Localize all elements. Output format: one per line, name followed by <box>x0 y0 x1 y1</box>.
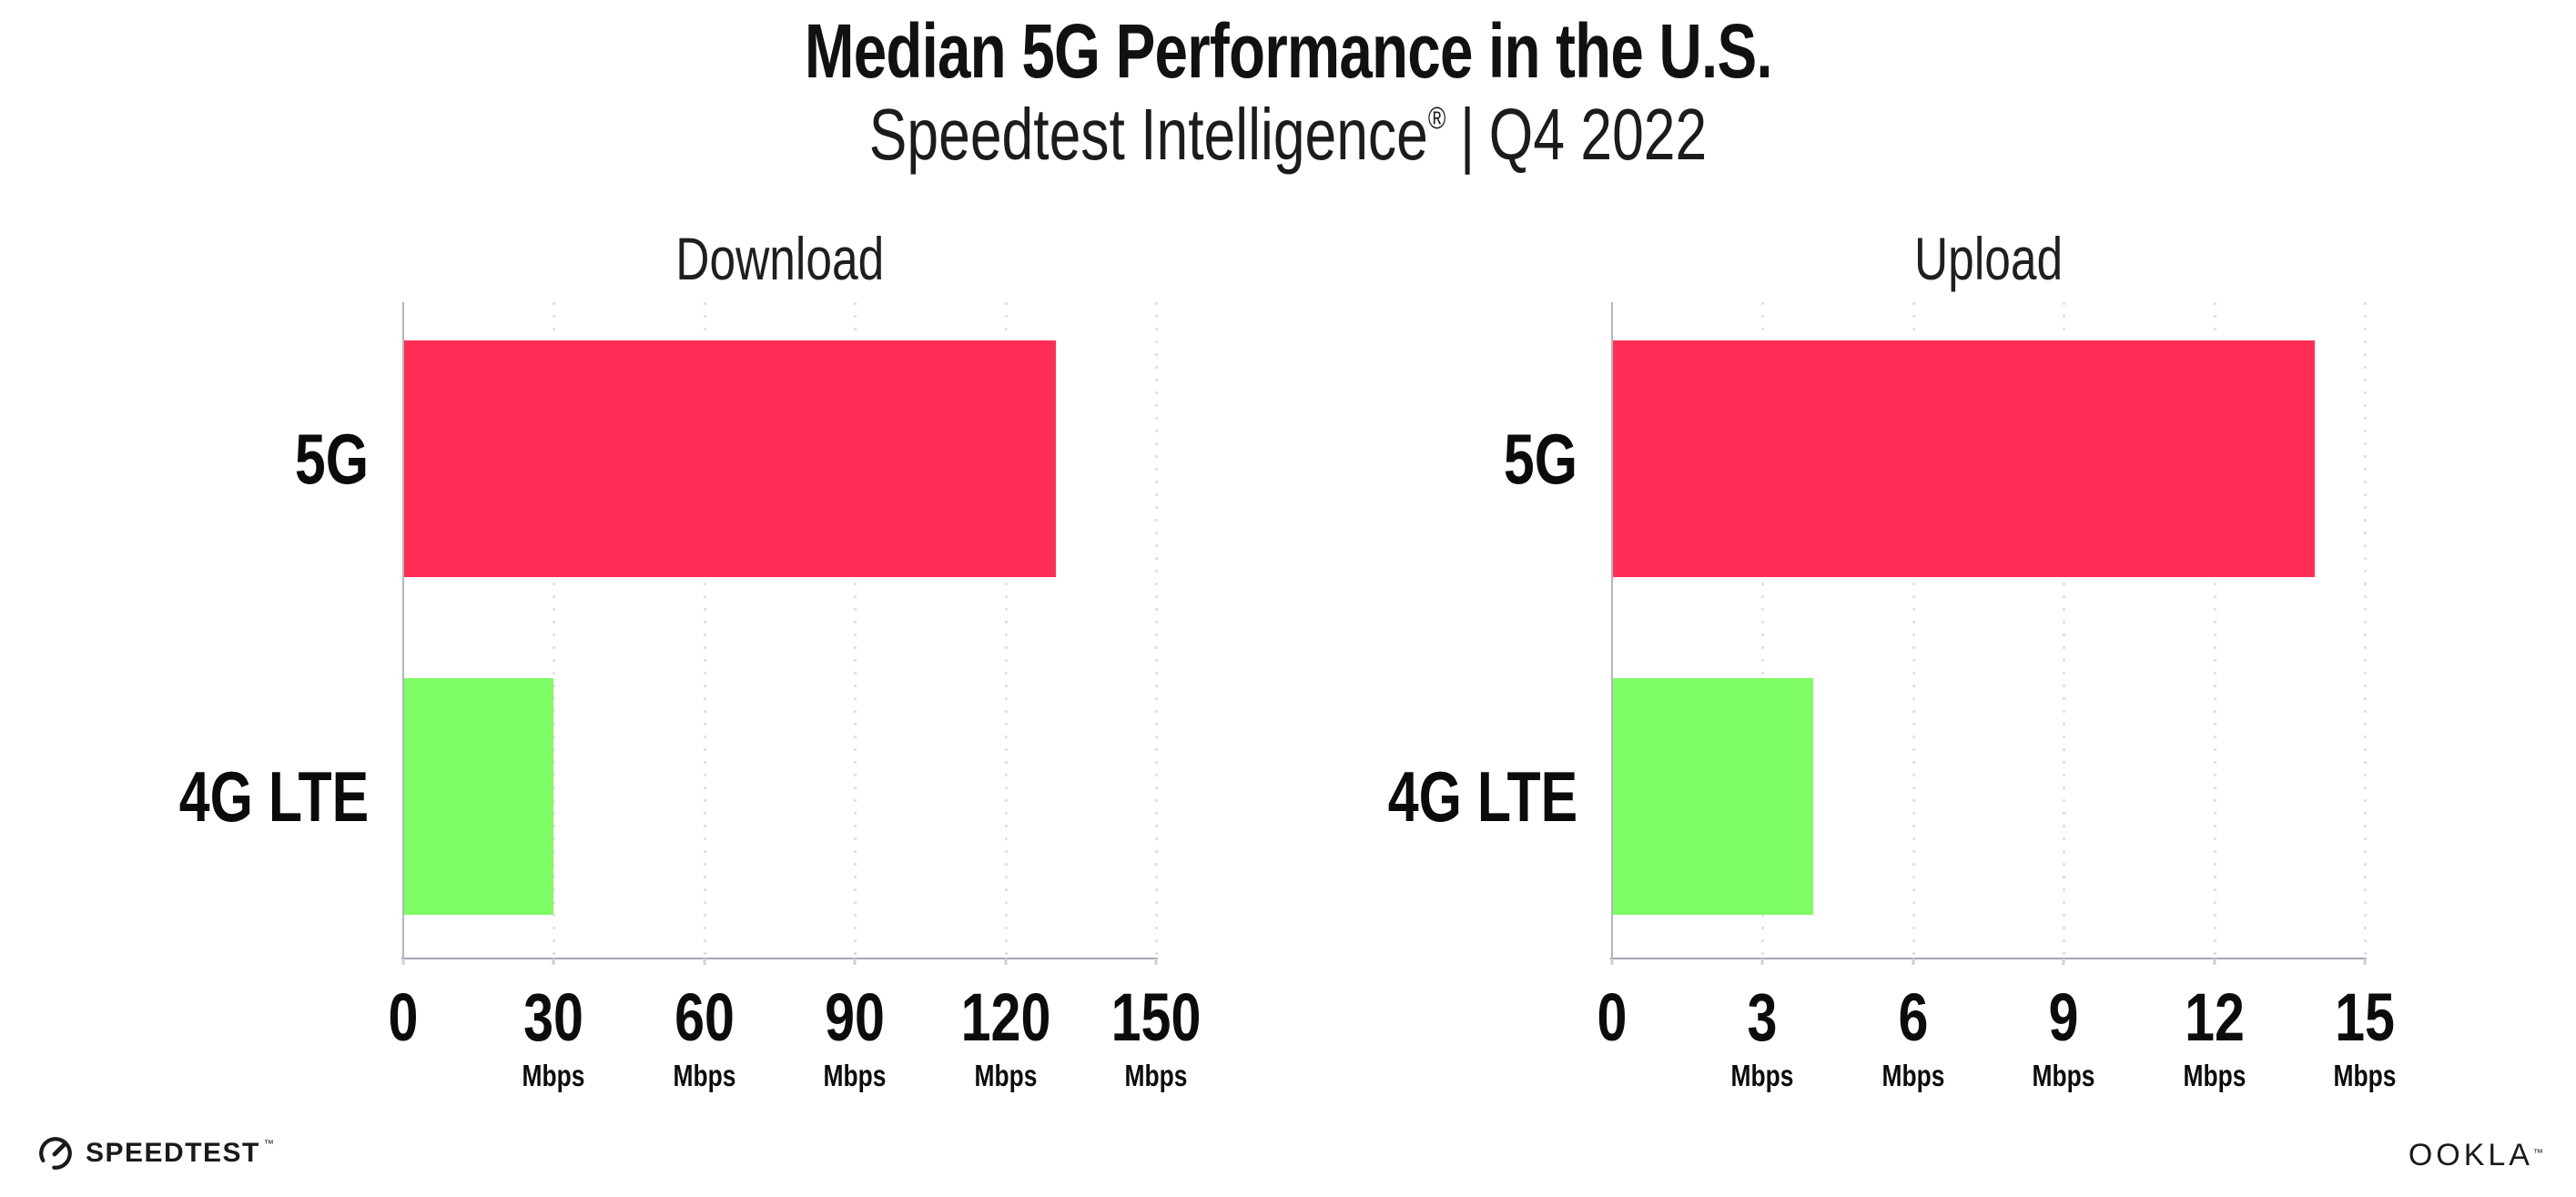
x-tick-9: 9 Mbps <box>2032 979 2095 1092</box>
x-tick-value: 6 <box>1898 979 1929 1055</box>
category-label-4g-lte: 4G LTE <box>178 756 369 837</box>
bar-5g-upload <box>1612 340 2315 577</box>
category-label-4g-lte: 4G LTE <box>1387 756 1577 837</box>
x-tick-unit: Mbps <box>1730 1059 1794 1092</box>
gridline <box>854 302 857 959</box>
y-axis-spine <box>1611 302 1613 959</box>
category-label-5g: 5G <box>294 418 369 499</box>
x-tick-unit: Mbps <box>522 1059 585 1092</box>
x-axis-line <box>1610 958 2367 959</box>
x-tick-value: 12 <box>2184 979 2245 1055</box>
tick-mark <box>2213 959 2216 965</box>
gridline <box>1761 302 1765 959</box>
x-tick-value: 15 <box>2335 979 2395 1055</box>
x-tick-6: 6 Mbps <box>1881 979 1945 1092</box>
tick-mark <box>1004 959 1008 965</box>
tick-mark <box>1760 959 1764 965</box>
bar-4g-lte-download <box>403 678 554 915</box>
gridline <box>2213 302 2216 959</box>
x-tick-value: 0 <box>388 979 419 1055</box>
x-tick-15: 15 Mbps <box>2333 979 2397 1092</box>
subtitle-period: Q4 2022 <box>1488 94 1708 175</box>
x-tick-60: 60 Mbps <box>673 979 736 1092</box>
x-tick-0: 0 <box>1597 984 1628 1060</box>
page-subtitle: Speedtest Intelligence® | Q4 2022 <box>0 93 2576 177</box>
tick-mark <box>1912 959 1915 965</box>
speedtest-gauge-icon <box>36 1134 75 1172</box>
x-tick-unit: Mbps <box>823 1059 887 1092</box>
ookla-logo: OOKLA™ <box>2409 1138 2547 1173</box>
x-tick-value: 150 <box>1111 979 1202 1055</box>
tick-mark <box>1610 959 1614 965</box>
gridline <box>1004 302 1008 959</box>
gridline <box>2364 302 2367 959</box>
gridline <box>703 302 706 959</box>
speedtest-logo: SPEEDTEST ™ <box>36 1134 274 1172</box>
x-tick-unit: Mbps <box>2032 1059 2095 1092</box>
tick-mark <box>2062 959 2065 965</box>
x-tick-12: 12 Mbps <box>2183 979 2246 1092</box>
download-plot-area: 5G 4G LTE 0 30 Mbps 60 Mbps 90 Mbps 120 <box>179 302 1201 1090</box>
x-tick-value: 0 <box>1597 979 1628 1055</box>
x-tick-unit: Mbps <box>974 1059 1038 1092</box>
x-tick-unit: Mbps <box>2183 1059 2246 1092</box>
x-tick-unit: Mbps <box>1881 1059 1945 1092</box>
upload-plot-area: 5G 4G LTE 0 3 Mbps 6 Mbps 9 Mbps 12 M <box>1388 302 2396 1090</box>
bar-4g-lte-upload <box>1612 678 1813 915</box>
x-tick-unit: Mbps <box>673 1059 736 1092</box>
upload-chart-title-text: Upload <box>1913 225 2064 292</box>
x-tick-90: 90 Mbps <box>823 979 887 1092</box>
x-tick-unit: Mbps <box>2333 1059 2397 1092</box>
speedtest-trademark: ™ <box>263 1139 274 1150</box>
x-tick-3: 3 Mbps <box>1730 979 1794 1092</box>
gridline <box>553 302 556 959</box>
x-tick-value: 3 <box>1747 979 1778 1055</box>
x-tick-120: 120 Mbps <box>960 979 1050 1092</box>
tick-mark <box>401 959 405 965</box>
download-chart-title: Download <box>403 224 1156 293</box>
gridline <box>1155 302 1158 959</box>
x-tick-value: 60 <box>674 979 735 1055</box>
category-label-5g: 5G <box>1503 418 1577 499</box>
page-title-text: Median 5G Performance in the U.S. <box>804 8 1773 94</box>
ookla-trademark: ™ <box>2533 1148 2547 1159</box>
y-axis-spine <box>402 302 404 959</box>
x-tick-150: 150 Mbps <box>1111 979 1202 1092</box>
x-tick-value: 120 <box>960 979 1050 1055</box>
upload-chart-title: Upload <box>1612 224 2365 293</box>
x-tick-value: 9 <box>2048 979 2079 1055</box>
tick-mark <box>2363 959 2367 965</box>
subtitle-separator: | <box>1459 94 1476 175</box>
x-tick-30: 30 Mbps <box>522 979 585 1092</box>
bar-5g-download <box>403 340 1056 577</box>
ookla-wordmark: OOKLA <box>2408 1138 2533 1172</box>
page-subtitle-text: Speedtest Intelligence® | Q4 2022 <box>869 93 1707 177</box>
tick-mark <box>1154 959 1158 965</box>
x-tick-0: 0 <box>389 984 419 1060</box>
speedtest-wordmark: SPEEDTEST <box>86 1138 260 1168</box>
gridline <box>1912 302 1915 959</box>
tick-mark <box>552 959 555 965</box>
registered-mark: ® <box>1427 101 1446 136</box>
download-chart-title-text: Download <box>675 225 884 292</box>
x-tick-unit: Mbps <box>1124 1059 1188 1092</box>
tick-mark <box>703 959 706 965</box>
tick-mark <box>853 959 857 965</box>
x-axis-line <box>401 958 1158 959</box>
x-tick-value: 30 <box>523 979 584 1055</box>
gridline <box>2063 302 2066 959</box>
subtitle-brand: Speedtest Intelligence <box>868 94 1428 175</box>
x-tick-value: 90 <box>825 979 886 1055</box>
page-title: Median 5G Performance in the U.S. <box>0 7 2576 96</box>
